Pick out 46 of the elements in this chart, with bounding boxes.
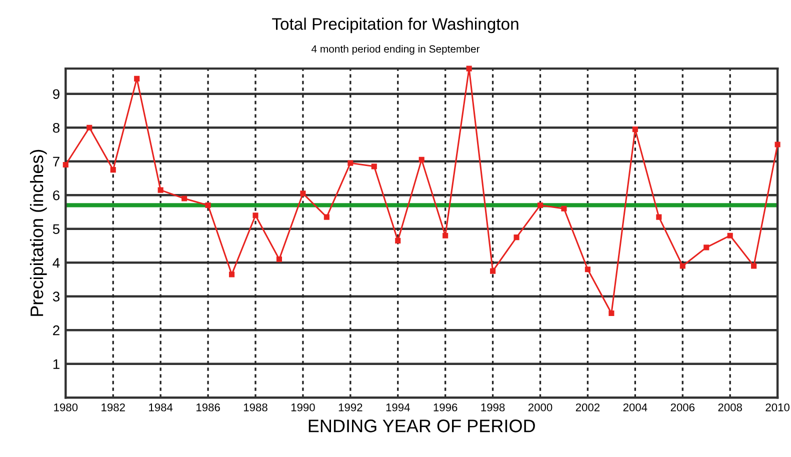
x-tick-label: 1998: [481, 403, 505, 412]
x-tick-label: 2010: [766, 403, 790, 412]
chart-subtitle: 4 month period ending in September: [311, 45, 480, 55]
x-tick-label: 2006: [670, 403, 695, 412]
y-tick-label: 6: [53, 190, 60, 200]
x-tick-label: 1996: [434, 403, 458, 412]
x-tick-label: 1992: [338, 403, 362, 412]
y-tick-label: 4: [52, 258, 60, 268]
point: [324, 214, 330, 220]
point: [514, 234, 520, 240]
point: [86, 124, 92, 130]
point: [561, 206, 567, 212]
x-tick-label: 1982: [102, 403, 125, 412]
y-tick-label: 7: [53, 156, 60, 166]
point: [656, 214, 662, 220]
point: [704, 244, 710, 250]
x-tick-label: 2004: [623, 403, 648, 412]
point: [608, 310, 614, 316]
x-tick-label: 2000: [528, 403, 552, 412]
x-tick-label: 2002: [576, 403, 600, 412]
point: [466, 66, 472, 72]
y-tick-label: 5: [52, 224, 60, 234]
point: [182, 196, 188, 202]
x-tick-label: 1988: [244, 403, 268, 412]
x-tick-label: 1986: [196, 403, 220, 412]
y-axis-title: Precipitation (inches): [30, 150, 47, 316]
point: [418, 156, 424, 162]
x-tick-label: 1984: [149, 403, 173, 412]
x-tick-label: 1990: [291, 403, 315, 412]
y-tick-label: 8: [52, 122, 60, 133]
y-tick-label: 2: [53, 325, 60, 336]
point: [62, 162, 68, 168]
point: [276, 256, 282, 262]
x-tick-label: 2008: [718, 403, 742, 412]
y-tick-label: 1: [53, 359, 60, 369]
point: [228, 272, 235, 278]
x-axis-title: ENDING YEAR OF PERIOD: [308, 420, 535, 432]
y-tick-label: 9: [53, 89, 60, 100]
point: [751, 263, 757, 269]
chart-title: Total Precipitation for Washington: [272, 18, 518, 34]
x-tick-label: 1980: [54, 403, 78, 412]
point: [371, 164, 377, 170]
point: [134, 76, 140, 82]
y-tick-label: 3: [52, 292, 60, 302]
x-tick-label: 1994: [386, 403, 410, 412]
point: [774, 142, 780, 148]
